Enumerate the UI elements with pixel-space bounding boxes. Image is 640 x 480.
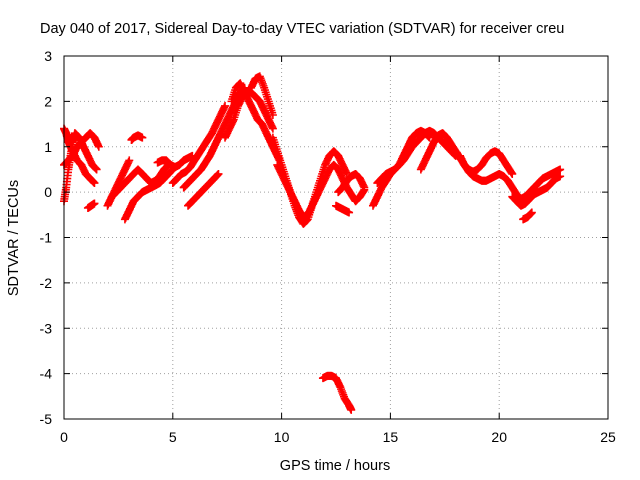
data-point bbox=[347, 405, 356, 414]
series-17 bbox=[334, 169, 369, 197]
x-tick-label: 0 bbox=[60, 429, 68, 445]
x-tick-label: 25 bbox=[600, 429, 616, 445]
series-8 bbox=[153, 151, 197, 172]
data-point bbox=[268, 124, 277, 133]
series-23 bbox=[456, 151, 565, 203]
x-tick-label: 10 bbox=[274, 429, 290, 445]
x-axis-label: GPS time / hours bbox=[280, 458, 390, 474]
y-tick-label: -4 bbox=[40, 366, 53, 382]
series-3 bbox=[83, 199, 99, 213]
x-tick-label: 5 bbox=[169, 429, 177, 445]
y-tick-label: 0 bbox=[44, 184, 52, 200]
y-tick-label: 1 bbox=[44, 139, 52, 155]
data-point bbox=[90, 199, 99, 208]
data-point bbox=[556, 172, 565, 181]
x-tick-label: 15 bbox=[383, 429, 399, 445]
data-point bbox=[556, 165, 565, 174]
series-7 bbox=[127, 131, 147, 144]
data-point bbox=[138, 133, 147, 142]
data-point bbox=[425, 133, 434, 142]
series-9 bbox=[168, 101, 230, 188]
x-tick-label: 20 bbox=[491, 429, 507, 445]
data-point bbox=[508, 169, 517, 178]
data-point bbox=[214, 169, 223, 178]
axis-ticks: 0 5 10 15 20 25 -5 -4 -3 -2 -1 0 1 2 3 bbox=[40, 48, 616, 445]
data-point bbox=[221, 101, 230, 110]
series-14 bbox=[247, 72, 277, 119]
series-5 bbox=[107, 160, 173, 201]
series-18 bbox=[332, 201, 354, 217]
y-tick-label: -1 bbox=[40, 230, 53, 246]
data-point bbox=[360, 183, 369, 192]
series-25 bbox=[519, 208, 536, 224]
y-tick-label: -5 bbox=[40, 411, 53, 427]
data-point bbox=[527, 208, 536, 217]
y-tick-label: -2 bbox=[40, 275, 53, 291]
data-point bbox=[94, 142, 103, 151]
series-21 bbox=[373, 126, 434, 188]
data-point bbox=[90, 179, 99, 188]
series-11 bbox=[184, 169, 223, 210]
y-tick-label: -3 bbox=[40, 320, 53, 336]
data-point bbox=[345, 208, 354, 217]
data-point bbox=[92, 165, 101, 174]
data-point bbox=[268, 110, 277, 119]
series-24 bbox=[508, 172, 565, 210]
series-2 bbox=[60, 129, 103, 169]
y-tick-label: 3 bbox=[44, 48, 52, 64]
chart-title: Day 040 of 2017, Sidereal Day-to-day VTE… bbox=[40, 21, 564, 37]
data-point bbox=[125, 156, 134, 165]
grid-lines bbox=[64, 56, 608, 419]
series-16 bbox=[273, 160, 369, 222]
y-tick-label: 2 bbox=[44, 93, 52, 109]
data-points bbox=[60, 72, 565, 414]
series-19 bbox=[318, 371, 356, 414]
y-axis-label: SDTVAR / TECUs bbox=[6, 180, 22, 296]
